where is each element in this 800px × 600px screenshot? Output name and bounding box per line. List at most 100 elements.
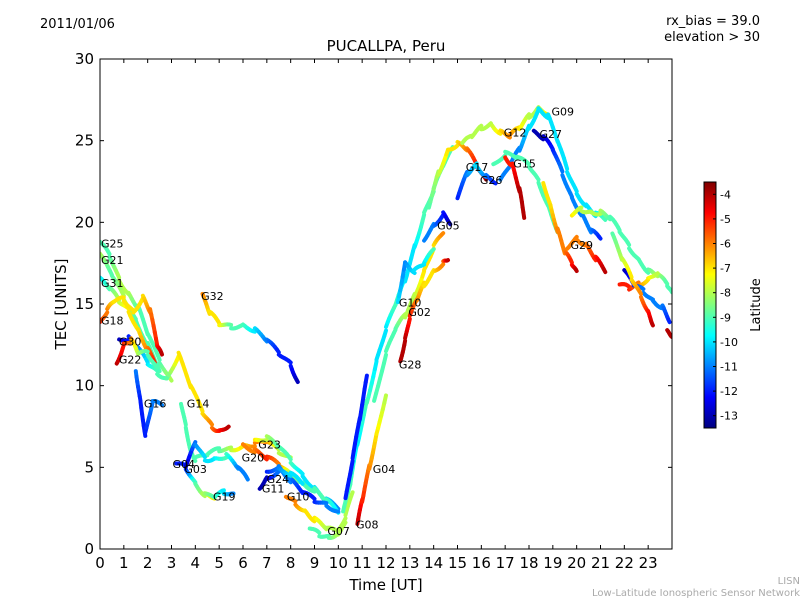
trace-segment — [159, 350, 164, 357]
trace-segment — [496, 130, 503, 136]
trace-segment — [402, 338, 408, 347]
trace-segment — [525, 112, 531, 119]
sat-label-g05: G05 — [437, 220, 460, 233]
y-tick-label: 20 — [75, 213, 94, 231]
trace-segment — [198, 404, 205, 414]
sat-label-g31: G31 — [101, 277, 124, 290]
x-tick-label: 18 — [519, 554, 538, 572]
trace-segment — [453, 143, 460, 149]
x-tick-label: 21 — [591, 554, 610, 572]
x-tick-label: 22 — [615, 554, 634, 572]
x-tick-label: 19 — [543, 554, 562, 572]
x-tick-label: 12 — [376, 554, 395, 572]
sat-label-g18: G18 — [101, 314, 124, 327]
trace-segment — [349, 490, 355, 498]
sat-label-g12: G12 — [504, 127, 527, 140]
trace-segment — [294, 377, 300, 384]
footer-network: Low-Latitude Ionospheric Sensor Network — [592, 588, 800, 599]
trace-segment — [439, 231, 446, 237]
sat-label-g26: G26 — [480, 174, 503, 187]
trace-segment — [158, 401, 164, 408]
trace-segment — [644, 269, 651, 275]
colorbar-tick-label: -5 — [720, 213, 731, 226]
trace-segment — [447, 220, 453, 227]
sat-label-g08: G08 — [356, 519, 379, 532]
trace-segment — [525, 160, 531, 167]
trace-segment — [298, 479, 305, 486]
series-g29b — [565, 234, 608, 275]
trace-segment — [430, 247, 436, 253]
rx-bias-label: rx_bias = 39.0 — [666, 14, 760, 29]
sat-label-g09: G09 — [552, 105, 575, 118]
trace-segment — [286, 454, 293, 462]
colorbar-tick-label: -8 — [720, 287, 731, 300]
sat-label-g17: G17 — [466, 161, 489, 174]
trace-segment — [420, 212, 427, 223]
sat-label-g10: G10 — [399, 296, 422, 309]
trace-segment — [310, 494, 317, 501]
trace-segment — [183, 418, 188, 427]
x-tick-label: 0 — [95, 554, 105, 572]
series-g21b — [617, 271, 660, 292]
trace-segment — [310, 488, 317, 494]
trace-segment — [363, 373, 369, 385]
sat-label-g29: G29 — [571, 239, 594, 252]
trace-segment — [407, 317, 412, 325]
sat-label-g02: G02 — [408, 306, 431, 319]
colorbar-tick-label: -12 — [720, 385, 738, 398]
sat-label-g27: G27 — [540, 128, 563, 141]
x-tick-label: 8 — [286, 554, 296, 572]
trace-segment — [250, 329, 257, 334]
trace-segment — [201, 452, 207, 460]
trace-segment — [596, 211, 603, 217]
series-g10c — [395, 247, 436, 305]
trace-segment — [127, 339, 133, 345]
x-tick-label: 11 — [353, 554, 372, 572]
trace-segment — [568, 257, 574, 265]
trace-segment — [215, 318, 222, 326]
colorbar-tick-label: -11 — [720, 361, 738, 374]
series-g31 — [100, 275, 157, 365]
x-tick-label: 16 — [472, 554, 491, 572]
axis-layer: 0 1 2 3 4 5 6 7 8 9 10 11 12 13 14 15 16 17 18 19 20 21 22 2305… — [52, 50, 672, 594]
colorbar-tick-label: -7 — [720, 262, 731, 275]
series-g03 — [183, 440, 250, 482]
footer-lisn: LISN — [777, 576, 800, 587]
trace-segment — [635, 280, 641, 286]
trace-segment — [616, 225, 622, 233]
sat-label-g22: G22 — [119, 354, 142, 367]
trace-segment — [625, 240, 632, 247]
trace-segment — [274, 347, 281, 355]
series-g13 — [503, 155, 527, 220]
trace-segment — [573, 185, 579, 194]
trace-segment — [250, 449, 257, 455]
trace-segment — [411, 269, 417, 275]
trace-segment — [439, 262, 446, 269]
trace-segment — [119, 289, 126, 298]
trace-segment — [104, 310, 110, 317]
series-g27 — [531, 128, 603, 241]
sat-label-g21: G21 — [101, 254, 124, 267]
x-tick-label: 10 — [329, 554, 348, 572]
sat-label-g03: G03 — [184, 463, 207, 476]
sat-label-g10: G10 — [287, 491, 310, 504]
trace-segment — [274, 469, 281, 476]
trace-segment — [382, 393, 388, 405]
series-g18 — [100, 293, 164, 357]
trace-segment — [334, 531, 341, 537]
trace-segment — [637, 289, 643, 296]
series-g26 — [455, 161, 498, 201]
sat-label-g24: G24 — [267, 473, 290, 486]
trace-segment — [596, 234, 603, 241]
trace-segment — [492, 180, 498, 186]
series-g16 — [133, 369, 164, 438]
trace-segment — [298, 469, 305, 476]
x-tick-label: 15 — [448, 554, 467, 572]
trace-segment — [666, 317, 672, 325]
sat-label-g16: G16 — [144, 398, 167, 411]
x-tick-label: 17 — [496, 554, 515, 572]
x-tick-label: 5 — [214, 554, 224, 572]
trace-segment — [342, 516, 348, 523]
series-g10b — [343, 373, 369, 501]
